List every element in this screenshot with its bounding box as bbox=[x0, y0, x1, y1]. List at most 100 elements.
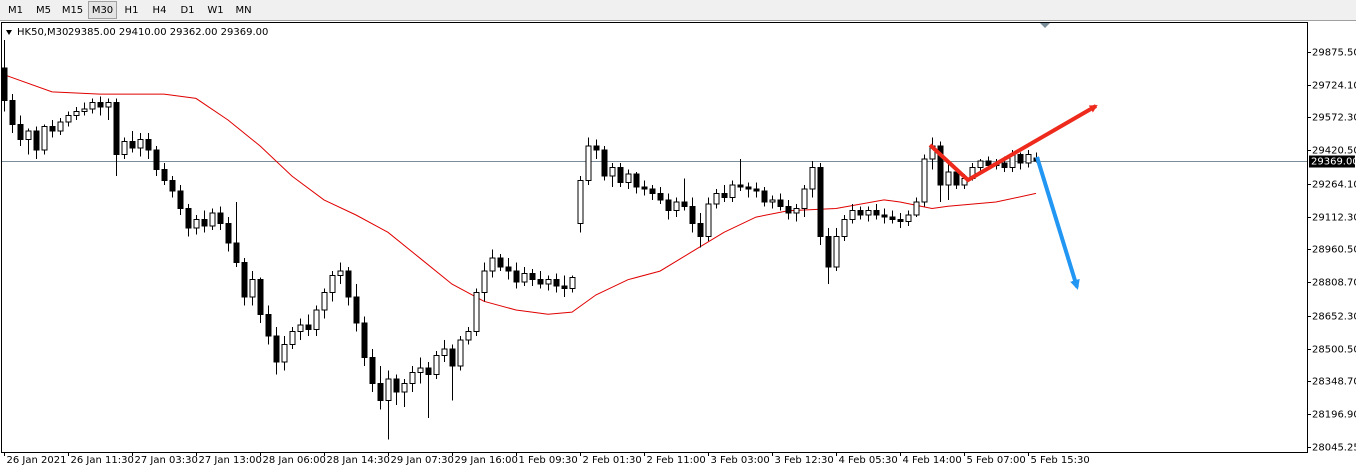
candle-body bbox=[89, 102, 96, 110]
candle-body bbox=[873, 210, 880, 216]
timeframe-label[interactable]: M1 bbox=[8, 5, 23, 16]
candle-body bbox=[185, 208, 192, 229]
candle-body bbox=[321, 292, 328, 311]
symbol: HK50,M30 bbox=[17, 27, 68, 38]
timeframe-button[interactable] bbox=[2, 1, 29, 19]
candle-body bbox=[609, 166, 616, 177]
y-tick-label: 29572.30 bbox=[1312, 113, 1356, 124]
timeframe-button[interactable] bbox=[118, 1, 145, 19]
y-tick-label: 28500.50 bbox=[1312, 345, 1356, 356]
y-tick-label: 28960.50 bbox=[1312, 245, 1356, 256]
candle-body bbox=[297, 324, 304, 333]
candle-body bbox=[577, 179, 584, 225]
y-tick-label: 28652.30 bbox=[1312, 312, 1356, 323]
candle-body bbox=[465, 331, 472, 341]
timeframe-label[interactable]: D1 bbox=[180, 5, 194, 16]
x-tick-label: 3 Feb 03:00 bbox=[711, 455, 770, 466]
timeframe-label[interactable]: MN bbox=[235, 5, 251, 16]
candle-body bbox=[513, 270, 520, 283]
timeframe-label[interactable]: M30 bbox=[92, 5, 113, 16]
candle-body bbox=[593, 145, 600, 151]
candle-body bbox=[345, 270, 352, 298]
timeframe-button[interactable] bbox=[146, 1, 173, 19]
candle-body bbox=[897, 218, 904, 222]
candle-body bbox=[161, 169, 168, 181]
x-tick-label: 5 Feb 15:30 bbox=[1031, 455, 1090, 466]
candle-body bbox=[273, 335, 280, 363]
candle-body bbox=[49, 125, 56, 132]
arrow-up-annotation bbox=[928, 104, 1098, 183]
x-tick-label: 27 Jan 13:00 bbox=[199, 455, 262, 466]
candle-body bbox=[1017, 154, 1024, 164]
x-tick-label: 4 Feb 14:00 bbox=[903, 455, 962, 466]
candle-body bbox=[241, 261, 248, 298]
candle-body bbox=[121, 141, 128, 156]
candle-body bbox=[81, 108, 88, 112]
candle-body bbox=[673, 201, 680, 212]
y-tick-label: 29875.50 bbox=[1312, 48, 1356, 59]
timeframe-button[interactable] bbox=[88, 1, 117, 19]
candle-body bbox=[601, 149, 608, 177]
candle-body bbox=[497, 257, 504, 268]
candle-body bbox=[649, 188, 656, 194]
candle-body bbox=[705, 203, 712, 238]
candle-body bbox=[953, 171, 960, 186]
candle-body bbox=[985, 160, 992, 166]
candle-body bbox=[137, 138, 144, 149]
timeframe-button[interactable] bbox=[202, 1, 229, 19]
timeframe-label[interactable]: H1 bbox=[125, 5, 139, 16]
timeframe-label[interactable]: W1 bbox=[207, 5, 223, 16]
candle-body bbox=[393, 378, 400, 393]
timeframe-button[interactable] bbox=[58, 1, 87, 19]
x-tick-label: 29 Jan 16:00 bbox=[455, 455, 518, 466]
timeframe-label[interactable]: M15 bbox=[62, 5, 83, 16]
y-tick-label: 28045.25 bbox=[1312, 443, 1356, 454]
arrow-down-annotation bbox=[1035, 156, 1080, 290]
candle-body bbox=[9, 100, 16, 125]
y-tick-label: 29264.10 bbox=[1312, 180, 1356, 191]
timeframe-label[interactable]: M5 bbox=[36, 5, 51, 16]
y-tick-label: 29112.30 bbox=[1312, 213, 1356, 224]
candle-body bbox=[657, 192, 664, 201]
candle-body bbox=[217, 212, 224, 225]
candle-body bbox=[441, 348, 448, 356]
candle-body bbox=[281, 344, 288, 363]
x-tick-label: 2 Feb 01:30 bbox=[583, 455, 642, 466]
candle-body bbox=[633, 173, 640, 188]
candle-body bbox=[289, 331, 296, 345]
candle-body bbox=[913, 201, 920, 216]
candle-body bbox=[233, 242, 240, 263]
x-tick-label: 4 Feb 05:30 bbox=[839, 455, 898, 466]
candle-body bbox=[945, 171, 952, 186]
candle-body bbox=[697, 223, 704, 238]
x-tick-label: 28 Jan 14:30 bbox=[327, 455, 390, 466]
candle-body bbox=[553, 279, 560, 287]
candle-body bbox=[57, 121, 64, 132]
candle-body bbox=[257, 279, 264, 315]
timeframe-label[interactable]: H4 bbox=[153, 5, 167, 16]
candle-body bbox=[833, 236, 840, 268]
x-tick-label: 3 Feb 12:30 bbox=[775, 455, 834, 466]
candle-body bbox=[73, 110, 80, 117]
candle-body bbox=[857, 210, 864, 216]
y-tick-label: 28196.90 bbox=[1312, 410, 1356, 421]
y-tick-label: 29420.50 bbox=[1312, 146, 1356, 157]
timeframe-button[interactable] bbox=[30, 1, 57, 19]
candle-body bbox=[801, 188, 808, 210]
candle-body bbox=[385, 378, 392, 402]
x-tick-label: 26 Jan 11:30 bbox=[71, 455, 134, 466]
candle-body bbox=[401, 382, 408, 393]
moving-average bbox=[3, 74, 1037, 315]
timeframe-button[interactable] bbox=[174, 1, 201, 19]
x-tick-label: 29 Jan 07:30 bbox=[391, 455, 454, 466]
candle-body bbox=[25, 130, 32, 140]
candle-body bbox=[353, 296, 360, 324]
candle-body bbox=[417, 367, 424, 374]
timeframe-button[interactable] bbox=[230, 1, 257, 19]
price-label-box bbox=[1309, 155, 1355, 168]
candle-body bbox=[849, 210, 856, 220]
candle-body bbox=[249, 279, 256, 298]
candle-body bbox=[545, 279, 552, 285]
candle-body bbox=[33, 130, 40, 151]
